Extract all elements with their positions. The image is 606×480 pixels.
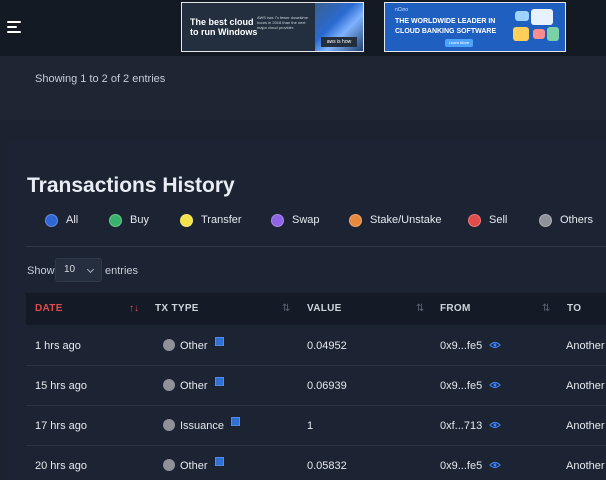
- column-header-date[interactable]: DATE: [35, 303, 63, 314]
- eye-icon[interactable]: [489, 461, 502, 469]
- filter-all[interactable]: All: [45, 212, 78, 228]
- column-header-from[interactable]: FROM: [440, 303, 471, 314]
- from-address[interactable]: 0x9...fe5: [440, 380, 483, 392]
- tx-type-cell: Other: [163, 326, 224, 366]
- filter-label: All: [66, 214, 79, 226]
- from-address[interactable]: 0x9...fe5: [440, 460, 483, 472]
- table-row[interactable]: 1 hrs ago Other 0.04952 0x9...fe5 Anothe…: [26, 326, 606, 366]
- filter-dot-icon: [271, 213, 284, 227]
- to-cell[interactable]: Another W: [566, 340, 606, 352]
- ad-illustration: [509, 7, 561, 49]
- tx-type-cell: Other: [163, 446, 224, 480]
- filter-label: Buy: [130, 214, 149, 226]
- table-header: DATE ↑↓ TX TYPE ⇅ VALUE ⇅ FROM ⇅ TO: [26, 293, 606, 325]
- filter-dot-icon: [539, 213, 552, 227]
- filter-others[interactable]: Others: [539, 212, 593, 228]
- advertisement-ncino[interactable]: nCino THE WORLDWIDE LEADER IN CLOUD BANK…: [384, 2, 566, 52]
- chevron-down-icon: [86, 265, 95, 274]
- column-header-value[interactable]: VALUE: [307, 303, 342, 314]
- ad-title: The best cloud to run Windows: [190, 17, 258, 37]
- tx-type-dot-icon: [163, 419, 175, 432]
- ad-brand: nCino: [395, 7, 409, 13]
- to-cell[interactable]: Another W: [566, 460, 606, 472]
- explorer-link-icon[interactable]: [214, 376, 224, 386]
- tx-type-label: Issuance: [180, 420, 225, 432]
- explorer-link-icon[interactable]: [231, 416, 241, 426]
- ad-title: THE WORLDWIDE LEADER IN CLOUD BANKING SO…: [395, 18, 497, 35]
- from-cell: 0x9...fe5: [440, 326, 502, 366]
- date-cell: 1 hrs ago: [35, 340, 81, 352]
- filter-sell[interactable]: Sell: [468, 212, 507, 228]
- tx-type-dot-icon: [163, 339, 175, 352]
- tx-type-label: Other: [180, 380, 208, 392]
- to-cell[interactable]: Another W: [566, 420, 606, 432]
- table-row[interactable]: 20 hrs ago Other 0.05832 0x9...fe5 Anoth…: [26, 446, 606, 480]
- sort-icon[interactable]: ⇅: [416, 303, 425, 314]
- filter-label: Stake/Unstake: [370, 214, 442, 226]
- eye-icon[interactable]: [489, 381, 502, 389]
- advertisement-aws[interactable]: The best cloud to run Windows AWS has 7x…: [181, 2, 364, 52]
- from-cell: 0x9...fe5: [440, 446, 502, 480]
- column-header-to[interactable]: TO: [567, 303, 582, 314]
- from-cell: 0x9...fe5: [440, 366, 502, 406]
- column-header-tx-type[interactable]: TX TYPE: [155, 303, 199, 314]
- tx-type-label: Other: [180, 460, 208, 472]
- top-navbar: The best cloud to run Windows AWS has 7x…: [0, 0, 606, 56]
- tx-type-cell: Issuance: [163, 406, 241, 446]
- value-cell: 0.05832: [307, 460, 347, 472]
- tx-type-dot-icon: [163, 379, 175, 392]
- to-cell[interactable]: Another W: [566, 380, 606, 392]
- date-cell: 15 hrs ago: [35, 380, 87, 392]
- entries-label: entries: [105, 265, 139, 277]
- show-label: Show: [27, 265, 55, 277]
- sort-icon[interactable]: ⇅: [542, 303, 551, 314]
- value-cell: 0.06939: [307, 380, 347, 392]
- entries-info: Showing 1 to 2 of 2 entries: [35, 73, 166, 85]
- tx-type-cell: Other: [163, 366, 224, 406]
- previous-table-panel: [0, 56, 606, 120]
- ad-cta: aws is how: [321, 37, 357, 47]
- filter-label: Others: [560, 214, 594, 226]
- tx-type-label: Other: [180, 340, 208, 352]
- eye-icon[interactable]: [489, 421, 502, 429]
- value-cell: 0.04952: [307, 340, 347, 352]
- from-address[interactable]: 0x9...fe5: [440, 340, 483, 352]
- filter-label: Sell: [489, 214, 508, 226]
- explorer-link-icon[interactable]: [214, 336, 224, 346]
- sort-icon[interactable]: ↑↓: [129, 303, 139, 314]
- menu-icon[interactable]: [7, 21, 21, 33]
- filter-label: Transfer: [201, 214, 242, 226]
- filter-dot-icon: [468, 213, 481, 227]
- page-length-value: 10: [64, 264, 76, 275]
- explorer-link-icon[interactable]: [214, 456, 224, 466]
- table-row[interactable]: 17 hrs ago Issuance 1 0xf...713 Another …: [26, 406, 606, 446]
- value-cell: 1: [307, 420, 314, 432]
- filter-dot-icon: [349, 213, 362, 227]
- from-address[interactable]: 0xf...713: [440, 420, 483, 432]
- filter-dot-icon: [109, 213, 122, 227]
- tx-type-dot-icon: [163, 459, 175, 472]
- divider: [26, 246, 606, 247]
- sort-icon[interactable]: ⇅: [282, 303, 291, 314]
- date-cell: 17 hrs ago: [35, 420, 87, 432]
- from-cell: 0xf...713: [440, 406, 502, 446]
- filter-stake-unstake[interactable]: Stake/Unstake: [349, 212, 442, 228]
- filter-dot-icon: [180, 213, 193, 227]
- filter-buy[interactable]: Buy: [109, 212, 149, 228]
- filter-dot-icon: [45, 213, 58, 227]
- eye-icon[interactable]: [489, 341, 502, 349]
- date-cell: 20 hrs ago: [35, 460, 87, 472]
- ad-cta-button: Learn More: [445, 39, 473, 47]
- table-row[interactable]: 15 hrs ago Other 0.06939 0x9...fe5 Anoth…: [26, 366, 606, 406]
- page-title: Transactions History: [27, 174, 235, 197]
- filter-label: Swap: [292, 214, 320, 226]
- filter-transfer[interactable]: Transfer: [180, 212, 242, 228]
- filter-swap[interactable]: Swap: [271, 212, 320, 228]
- page-length-select[interactable]: 10: [55, 258, 102, 282]
- ad-body: AWS has 7x fewer downtime hours in 2018 …: [257, 15, 308, 30]
